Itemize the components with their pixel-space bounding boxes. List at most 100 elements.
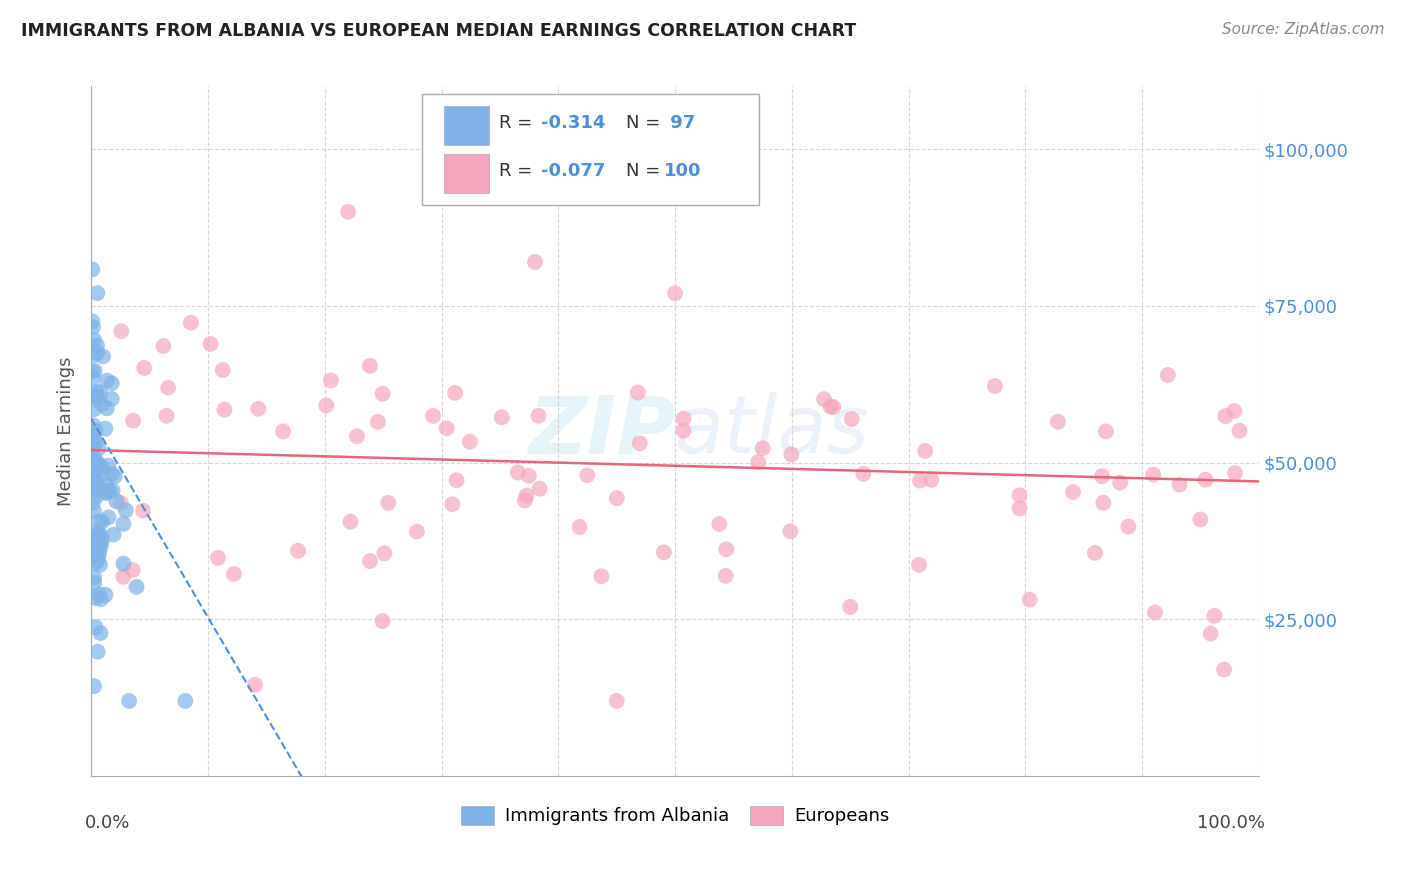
Point [87,534,110,549]
Point [97,483,120,498]
Point [90,461,112,475]
Text: 0.0%: 0.0% [86,814,131,832]
Point [984,379,1007,393]
Point [83,575,105,590]
Point [83,679,105,693]
Text: R =: R = [499,162,538,180]
Point [1084,546,1107,560]
Point [112,570,135,584]
Point [709,516,731,531]
Point [243,678,266,692]
Point [780,447,803,461]
Point [207,550,229,565]
Point [122,414,145,428]
Point [87,484,110,499]
Point [1008,501,1031,516]
Point [1229,424,1251,438]
Point [121,563,143,577]
Point [94,588,117,602]
Point [86,346,108,360]
Point [716,542,738,557]
Point [94,422,117,436]
Point [1223,466,1246,480]
Point [491,410,513,425]
Point [1091,469,1114,483]
Point [751,442,773,456]
Point [515,489,537,503]
Point [1062,485,1084,500]
Point [86,645,108,659]
Y-axis label: Median Earnings: Median Earnings [58,357,75,506]
Point [87,442,110,456]
Point [214,402,236,417]
Point [96,485,118,500]
Point [86,456,108,470]
Point [84,591,107,605]
Point [222,567,245,582]
Point [823,400,845,414]
Point [591,569,613,583]
Point [714,569,737,583]
Point [337,204,360,219]
Point [436,421,458,435]
Point [86,481,108,495]
Point [155,409,177,423]
Point [576,468,599,483]
Point [1215,409,1237,423]
Point [96,374,118,388]
Point [101,376,124,391]
Point [83,333,105,347]
Point [82,535,104,549]
Point [87,547,110,561]
Point [339,515,361,529]
Point [83,348,105,362]
Point [779,524,801,539]
Point [86,529,108,543]
Point [114,503,136,517]
Point [89,587,111,601]
Point [87,390,110,404]
Point [506,466,529,480]
Point [628,436,651,450]
Point [180,316,202,330]
Point [664,286,686,301]
Text: 100: 100 [664,162,702,180]
Point [82,320,104,334]
Point [82,418,104,433]
Point [1223,404,1246,418]
Point [90,592,112,607]
Point [83,504,105,518]
Point [83,431,105,445]
Point [1189,512,1212,526]
Point [652,545,675,559]
Text: atlas: atlas [675,392,870,470]
Point [84,389,107,403]
Point [89,470,111,484]
Point [83,570,105,584]
Point [84,535,107,549]
Point [315,399,337,413]
Point [319,374,342,388]
Point [86,524,108,539]
Point [523,255,546,269]
Point [83,364,105,378]
Point [89,514,111,528]
Point [87,553,110,567]
Point [105,494,128,508]
Point [1157,368,1180,382]
Point [89,526,111,541]
Point [104,469,127,483]
Point [101,483,124,498]
Point [89,558,111,572]
Point [1008,488,1031,502]
Point [517,468,540,483]
Point [606,694,628,708]
Point [89,458,111,473]
Text: R =: R = [499,114,538,132]
Point [820,400,842,414]
Point [89,385,111,400]
Point [1142,467,1164,482]
Point [287,543,309,558]
Point [97,458,120,473]
Point [1095,425,1118,439]
